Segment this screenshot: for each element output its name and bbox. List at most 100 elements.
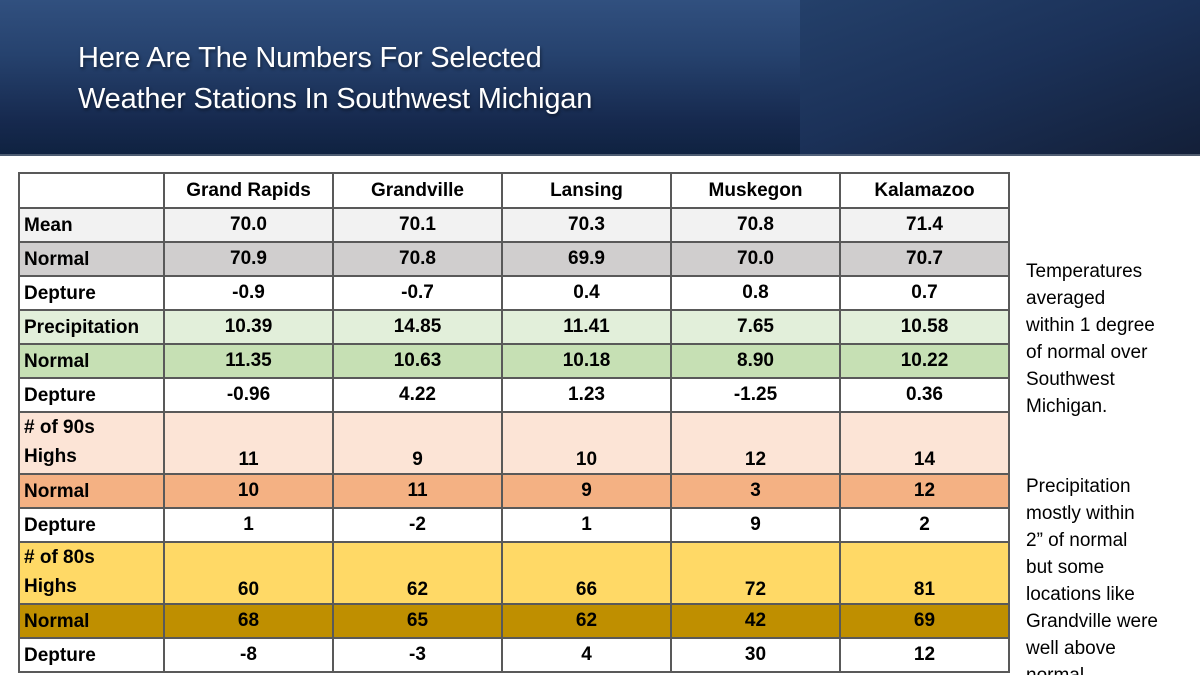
- side-note: Temperatures averaged within 1 degree of…: [1026, 231, 1200, 675]
- table-row: # of 90s Highs 11 9 10 12 14: [18, 411, 1010, 475]
- table-cell: 7.65: [670, 309, 841, 345]
- table-row: Mean 70.0 70.1 70.3 70.8 71.4: [18, 207, 1010, 243]
- table-cell: 10: [501, 411, 672, 475]
- table-cell: 10.63: [332, 343, 503, 379]
- table-cell: 10.39: [163, 309, 334, 345]
- table-cell: -3: [332, 637, 503, 673]
- table-cell: -1.25: [670, 377, 841, 413]
- column-header: Muskegon: [670, 172, 841, 209]
- table-cell: 68: [163, 603, 334, 639]
- table-cell: -2: [332, 507, 503, 543]
- table-cell: 12: [839, 637, 1010, 673]
- table-cell: 81: [839, 541, 1010, 605]
- table-row: Normal 11.35 10.63 10.18 8.90 10.22: [18, 343, 1010, 379]
- table-cell: 14: [839, 411, 1010, 475]
- table-cell: 4.22: [332, 377, 503, 413]
- table-cell: 1: [163, 507, 334, 543]
- table-cell: 0.36: [839, 377, 1010, 413]
- table-cell: 70.8: [670, 207, 841, 243]
- table-row: Depture 1 -2 1 9 2: [18, 507, 1010, 543]
- table-cell: 14.85: [332, 309, 503, 345]
- table-cell: 69: [839, 603, 1010, 639]
- table-cell: -0.96: [163, 377, 334, 413]
- column-header: Grandville: [332, 172, 503, 209]
- table-cell: 72: [670, 541, 841, 605]
- title-line-2: Weather Stations In Southwest Michigan: [78, 83, 593, 115]
- table-row: Normal 10 11 9 3 12: [18, 473, 1010, 509]
- table-row: Normal 68 65 62 42 69: [18, 603, 1010, 639]
- table-cell: 70.1: [332, 207, 503, 243]
- table-cell: 11.35: [163, 343, 334, 379]
- column-header: Kalamazoo: [839, 172, 1010, 209]
- table-cell: 2: [839, 507, 1010, 543]
- table-cell: 0.8: [670, 275, 841, 311]
- table-row: Depture -0.96 4.22 1.23 -1.25 0.36: [18, 377, 1010, 413]
- table-cell: 11.41: [501, 309, 672, 345]
- table-cell: 70.0: [163, 207, 334, 243]
- table-cell: 70.0: [670, 241, 841, 277]
- table-cell: -0.9: [163, 275, 334, 311]
- table-cell: 10.22: [839, 343, 1010, 379]
- table-cell: 11: [332, 473, 503, 509]
- note-precipitation: Precipitation mostly within 2” of normal…: [1026, 476, 1158, 675]
- weather-table: Grand Rapids Grandville Lansing Muskegon Kal…: [18, 172, 1010, 673]
- table-cell: 42: [670, 603, 841, 639]
- banner-left-panel: [0, 0, 800, 156]
- weather-table-body: Mean 70.0 70.1 70.3 70.8 71.4 Normal 70.9 70.8 69…: [18, 207, 1010, 673]
- column-header: Lansing: [501, 172, 672, 209]
- row-label: Normal: [18, 241, 165, 277]
- title-banner: Here Are The Numbers For Selected Weathe…: [0, 0, 1200, 156]
- row-label: # of 90s Highs: [18, 411, 165, 475]
- table-cell: 70.9: [163, 241, 334, 277]
- table-cell: 30: [670, 637, 841, 673]
- table-cell: 60: [163, 541, 334, 605]
- table-cell: -8: [163, 637, 334, 673]
- table-cell: 1.23: [501, 377, 672, 413]
- table-cell: 9: [501, 473, 672, 509]
- slide-title: Here Are The Numbers For Selected Weathe…: [78, 38, 592, 120]
- row-label: Normal: [18, 343, 165, 379]
- table-cell: 70.3: [501, 207, 672, 243]
- table-cell: 66: [501, 541, 672, 605]
- table-cell: 3: [670, 473, 841, 509]
- table-cell: 62: [332, 541, 503, 605]
- column-header: Grand Rapids: [163, 172, 334, 209]
- table-cell: 70.7: [839, 241, 1010, 277]
- weather-table-head: Grand Rapids Grandville Lansing Muskegon Kal…: [18, 172, 1010, 209]
- table-cell: 8.90: [670, 343, 841, 379]
- table-cell: 12: [670, 411, 841, 475]
- note-temperatures: Temperatures averaged within 1 degree of…: [1026, 261, 1155, 417]
- row-label: Precipitation: [18, 309, 165, 345]
- banner-bottom-edge: [0, 154, 1200, 156]
- banner-right-panel: [800, 0, 1200, 156]
- table-row: # of 80s Highs 60 62 66 72 81: [18, 541, 1010, 605]
- row-label: Normal: [18, 603, 165, 639]
- table-cell: 9: [670, 507, 841, 543]
- table-cell: 4: [501, 637, 672, 673]
- table-cell: -0.7: [332, 275, 503, 311]
- row-label: # of 80s Highs: [18, 541, 165, 605]
- table-cell: 9: [332, 411, 503, 475]
- row-label: Depture: [18, 507, 165, 543]
- row-label: Normal: [18, 473, 165, 509]
- title-line-1: Here Are The Numbers For Selected: [78, 42, 542, 74]
- corner-header: [18, 172, 165, 209]
- table-cell: 11: [163, 411, 334, 475]
- table-cell: 70.8: [332, 241, 503, 277]
- table-row: Depture -0.9 -0.7 0.4 0.8 0.7: [18, 275, 1010, 311]
- table-cell: 10.58: [839, 309, 1010, 345]
- row-label: Mean: [18, 207, 165, 243]
- table-cell: 10.18: [501, 343, 672, 379]
- row-label: Depture: [18, 637, 165, 673]
- table-row: Precipitation 10.39 14.85 11.41 7.65 10.58: [18, 309, 1010, 345]
- table-cell: 12: [839, 473, 1010, 509]
- table-cell: 62: [501, 603, 672, 639]
- header-row: Grand Rapids Grandville Lansing Muskegon Kal…: [18, 172, 1010, 209]
- table-cell: 65: [332, 603, 503, 639]
- row-label: Depture: [18, 275, 165, 311]
- table-cell: 10: [163, 473, 334, 509]
- table-cell: 1: [501, 507, 672, 543]
- table-cell: 0.4: [501, 275, 672, 311]
- table-row: Normal 70.9 70.8 69.9 70.0 70.7: [18, 241, 1010, 277]
